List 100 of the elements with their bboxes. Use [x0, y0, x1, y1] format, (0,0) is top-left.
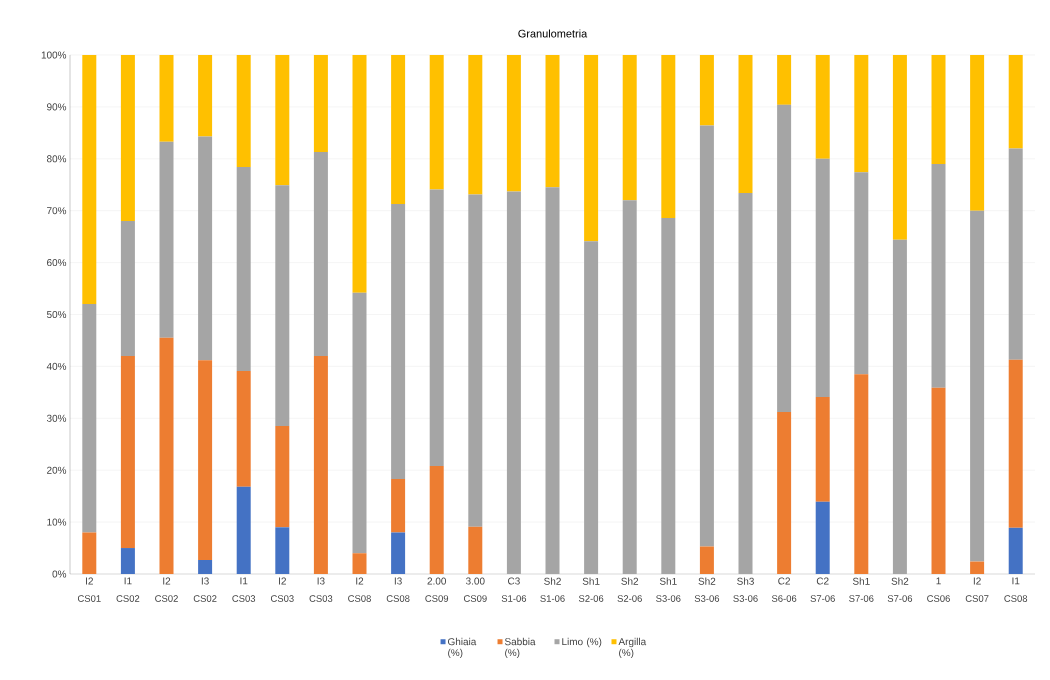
bar [198, 136, 213, 361]
text: S7-06 [887, 595, 913, 602]
bar [738, 54, 753, 194]
bar [159, 54, 174, 142]
x-tick-label: I3 [394, 577, 402, 585]
bar [1008, 359, 1023, 528]
y-tick-label: 60% [47, 259, 67, 267]
bar [892, 239, 907, 574]
text: CS08 [386, 595, 410, 602]
bar [854, 374, 869, 574]
text: S2-06 [578, 595, 604, 602]
text: CS03 [309, 595, 333, 602]
x-tick-label: I2 [163, 577, 171, 585]
chart-title: Granulometria [518, 29, 588, 38]
bar [198, 360, 213, 560]
bar [313, 152, 328, 357]
bar [699, 546, 714, 574]
bar [159, 141, 174, 338]
bar [275, 426, 290, 528]
bar [82, 532, 97, 574]
y-tick-label: 10% [47, 518, 67, 526]
bar [352, 553, 367, 574]
text: CS03 [232, 595, 256, 602]
x-tick-label: Sh2 [621, 577, 639, 585]
bar [468, 54, 483, 195]
bar [970, 54, 985, 211]
text: CS02 [155, 595, 178, 602]
x-tick-label: C2 [816, 577, 829, 585]
bar [313, 54, 328, 153]
y-tick-label: 50% [46, 310, 67, 319]
bar [622, 54, 637, 201]
text: CS06 [927, 595, 950, 602]
bar [506, 191, 521, 574]
x-tick-label: Sh1 [852, 577, 870, 585]
y-tick-label: 70% [47, 207, 67, 215]
x-tick-label: Sh2 [544, 577, 561, 585]
x-tick-label: I2 [973, 577, 981, 585]
bar [931, 387, 946, 574]
text: CS08 [348, 595, 371, 602]
bar [506, 54, 521, 192]
text: S7-06 [810, 595, 835, 602]
bar [429, 466, 444, 574]
text: S2-06 [617, 595, 642, 602]
text: CS09 [425, 595, 449, 602]
bar [120, 54, 135, 222]
bar [275, 54, 290, 186]
bar [391, 203, 406, 480]
bar [391, 532, 406, 574]
y-tick-label: 20% [47, 466, 67, 474]
bar [545, 187, 560, 574]
bar [584, 241, 599, 574]
bar [468, 194, 483, 527]
bar [815, 158, 830, 398]
text: CS07 [965, 595, 989, 602]
bar [931, 54, 946, 164]
legend-label: Argilla (%) [618, 637, 647, 659]
bar [236, 486, 251, 574]
bar [198, 54, 213, 137]
bar [661, 217, 676, 574]
bar [1008, 527, 1023, 574]
bar [391, 54, 406, 204]
bar [120, 548, 135, 574]
x-tick-label: I1 [1012, 577, 1020, 585]
bar [1008, 148, 1023, 360]
bar [815, 501, 830, 574]
text: S7-06 [849, 595, 874, 602]
y-tick-label: 100% [41, 51, 67, 59]
text: CS03 [270, 595, 294, 602]
y-tick-label: 40% [46, 362, 67, 370]
bar [120, 221, 135, 357]
text: S1-06 [540, 595, 565, 602]
legend-label: Limo (%) [562, 637, 602, 648]
bar [391, 479, 406, 533]
bar [275, 185, 290, 427]
bar [545, 54, 560, 188]
bar [931, 163, 946, 388]
x-tick-label: 3.00 [465, 577, 485, 585]
x-tick-label: C3 [508, 577, 520, 585]
bar [1008, 54, 1023, 149]
bar [970, 561, 985, 574]
bar [699, 54, 714, 126]
y-tick-label: 80% [46, 155, 67, 163]
text: S6-06 [771, 595, 797, 602]
bar [429, 54, 444, 190]
text: CS01 [77, 595, 101, 602]
x-tick-label: 2.00 [427, 577, 447, 585]
y-tick-label: 0% [52, 570, 67, 578]
bar [970, 210, 985, 562]
text: CS08 [1004, 595, 1028, 602]
legend-label: Ghiaia (%) [448, 637, 477, 659]
x-tick-label: I3 [201, 577, 209, 585]
x-tick-label: Sh1 [659, 577, 677, 585]
bar [236, 54, 251, 168]
text: S3-06 [694, 595, 720, 602]
x-tick-label: Sh2 [698, 577, 716, 585]
bar [699, 125, 714, 547]
bar [352, 292, 367, 554]
bar [892, 54, 907, 240]
bar [777, 412, 792, 574]
text: S3-06 [733, 595, 758, 602]
